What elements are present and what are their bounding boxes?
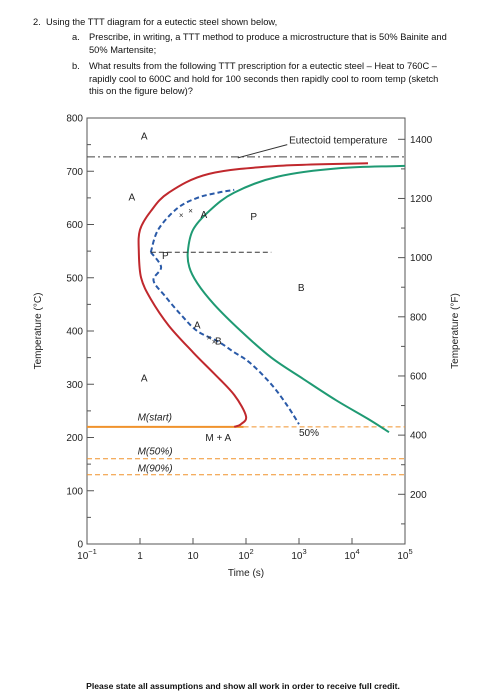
y-tick-label-c: 600 (66, 220, 83, 231)
region-label: B (298, 283, 305, 294)
y-tick-label-c: 400 (66, 327, 83, 338)
m90-label: M(90%) (138, 464, 173, 475)
start-curve (137, 162, 369, 428)
region-label: A (194, 320, 201, 331)
y-tick-label-c: 300 (66, 380, 83, 391)
region-label: A (141, 131, 148, 142)
eutectoid-leader (237, 144, 288, 159)
x-tick-label: 1 (137, 551, 143, 562)
part-b: b. What results from the following TTT p… (72, 60, 472, 100)
x-tick-label: 104 (344, 547, 359, 562)
y-axis-title-right: Temperature (°F) (450, 293, 461, 369)
ms-start-label: M(start) (138, 412, 172, 423)
region-label: A (141, 374, 148, 385)
x-tick-label: 102 (238, 547, 253, 562)
y-tick-label-c: 800 (66, 114, 83, 125)
question-intro: Using the TTT diagram for a eutectic ste… (46, 17, 278, 27)
region-label: M + A (205, 433, 231, 444)
region-label: A (200, 210, 207, 221)
path-marker: × (188, 207, 193, 216)
part-a-line: 50% Martensite; (89, 44, 157, 55)
y-tick-label-c: 0 (77, 540, 83, 551)
path-marker: × (207, 333, 212, 342)
region-label: P (250, 212, 257, 223)
y-axis-title-left: Temperature (°C) (33, 293, 44, 370)
fifty-percent-curve-lower (149, 251, 300, 425)
y-tick-label-f: 600 (410, 371, 427, 382)
part-a-line: Prescribe, in writing, a TTT method to p… (89, 32, 447, 42)
finish-curve (186, 164, 406, 434)
question-number: 2. (33, 17, 41, 27)
y-tick-label-c: 100 (66, 486, 83, 497)
x-tick-label: 105 (397, 547, 412, 562)
path-marker: × (212, 338, 217, 347)
footer-note: Please state all assumptions and show al… (86, 681, 400, 691)
fifty-percent-label: 50% (299, 428, 319, 439)
region-label: B (215, 336, 222, 347)
part-b-line: What results from the following TTT pres… (89, 61, 437, 71)
part-b-line: rapidly cool to 600C and hold for 100 se… (89, 73, 439, 84)
x-tick-label: 10 (187, 551, 199, 562)
fifty-percent-curve-upper (149, 188, 235, 253)
eutectoid-label: Eutectoid temperature (289, 136, 388, 147)
y-tick-label-f: 400 (410, 431, 427, 442)
part-b-line: this on the figure below)? (89, 86, 193, 97)
region-label: P (162, 251, 169, 262)
x-tick-label: 103 (291, 547, 306, 562)
path-marker: × (179, 211, 184, 220)
y-tick-label-f: 800 (410, 312, 427, 323)
plot-frame (86, 117, 406, 545)
y-tick-label-f: 1000 (410, 253, 433, 264)
y-tick-label-c: 500 (66, 273, 83, 284)
y-tick-label-c: 700 (66, 167, 83, 178)
y-tick-label-f: 1400 (410, 135, 433, 146)
part-b-label: b. (72, 61, 80, 71)
part-a: a. Prescribe, in writing, a TTT method t… (72, 31, 472, 57)
part-a-label: a. (72, 32, 80, 42)
y-tick-label-f: 1200 (410, 194, 433, 205)
x-axis-title: Time (s) (228, 568, 264, 579)
y-tick-label-c: 200 (66, 433, 83, 444)
y-tick-label-f: 200 (410, 490, 427, 501)
region-label: A (128, 193, 135, 204)
m50-label: M(50%) (138, 447, 173, 458)
